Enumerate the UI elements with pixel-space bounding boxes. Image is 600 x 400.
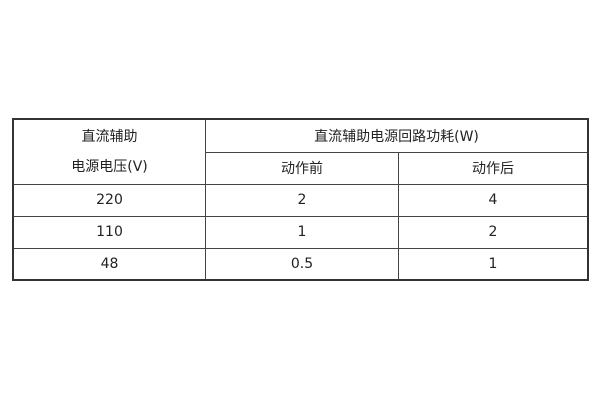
after-header: 动作后: [398, 151, 589, 185]
voltage-header: 直流辅助 电源电压(V): [12, 118, 206, 185]
subheader-row: 动作前 动作后: [13, 151, 589, 185]
before-cell: 1: [205, 215, 399, 249]
after-cell: 4: [398, 183, 589, 217]
after-cell: 2: [398, 215, 589, 249]
voltage-header-line2: 电源电压(V): [71, 158, 148, 175]
after-cell: 1: [398, 247, 589, 281]
before-cell: 2: [205, 183, 399, 217]
header-row: 直流辅助 电源电压(V) 直流辅助电源回路功耗(W): [12, 118, 589, 185]
table-row: 220 2 4: [12, 183, 589, 217]
voltage-cell: 110: [12, 215, 206, 249]
before-header: 动作前: [205, 151, 399, 185]
power-consumption-table: 直流辅助 电源电压(V) 直流辅助电源回路功耗(W) 动作前 动作后 220 2…: [12, 118, 589, 281]
voltage-cell: 220: [12, 183, 206, 217]
voltage-header-line1: 直流辅助: [81, 128, 138, 145]
table-row: 48 0.5 1: [12, 247, 589, 281]
before-cell: 0.5: [205, 247, 399, 281]
table-row: 110 1 2: [12, 215, 589, 249]
power-group-header: 直流辅助电源回路功耗(W): [205, 118, 589, 153]
voltage-cell: 48: [12, 247, 206, 281]
